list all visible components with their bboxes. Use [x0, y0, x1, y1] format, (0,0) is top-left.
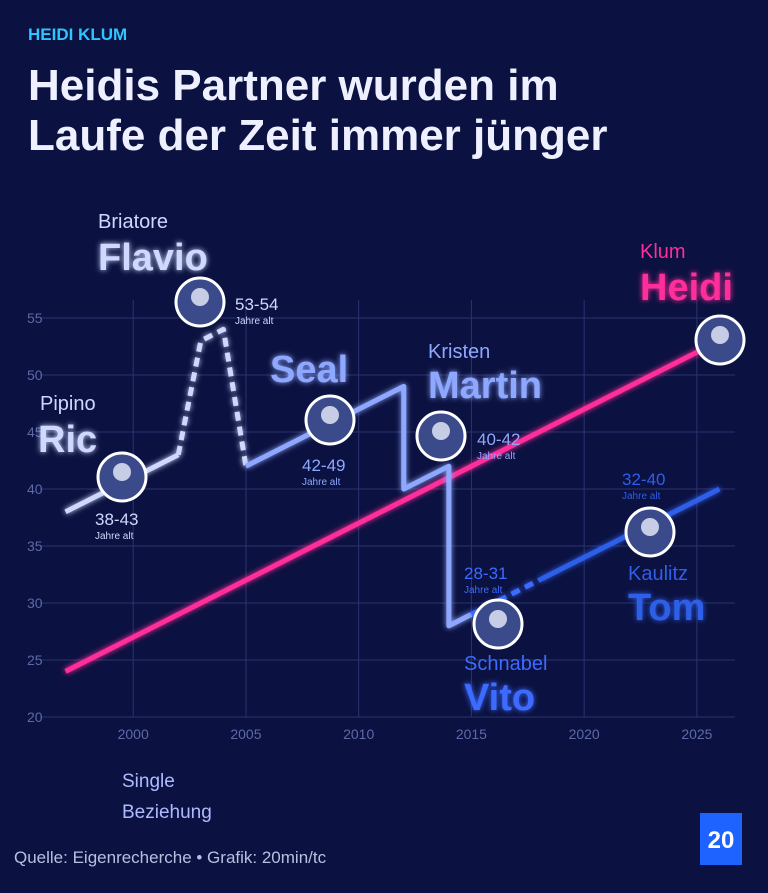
photo-head: [113, 463, 131, 481]
person-first: Kristen: [428, 341, 490, 363]
age-range: 40-42: [477, 430, 520, 449]
person-name: Seal: [270, 349, 348, 391]
age-unit: Jahre alt: [302, 477, 341, 488]
person-first: Briatore: [98, 211, 168, 233]
line: [64, 338, 721, 674]
x-tick-label: 2005: [230, 726, 261, 742]
person-name: Flavio: [98, 237, 208, 279]
age-unit: Jahre alt: [477, 451, 516, 462]
y-tick-label: 30: [27, 595, 43, 611]
photo-head: [432, 422, 450, 440]
person-first: Kaulitz: [628, 563, 688, 585]
age-range: 32-40: [622, 470, 665, 489]
x-tick-label: 2020: [569, 726, 600, 742]
y-tick-label: 35: [27, 538, 43, 554]
person-name: Martin: [428, 365, 542, 407]
person-name: Heidi: [640, 267, 733, 309]
photo-head: [191, 288, 209, 306]
logo-text: 20: [708, 827, 735, 854]
age-unit: Jahre alt: [95, 531, 134, 542]
age-range: 42-49: [302, 456, 345, 475]
person-first: Klum: [640, 241, 686, 263]
legend: Single Beziehung: [50, 771, 212, 823]
annotations: Pipino Ric 38-43 Jahre alt Briatore Flavio 53-…: [38, 211, 746, 719]
age-unit: Jahre alt: [464, 585, 503, 596]
y-tick-label: 50: [27, 367, 43, 383]
legend-label: Beziehung: [122, 802, 212, 823]
photo-head: [641, 518, 659, 536]
legend-label: Single: [122, 771, 175, 792]
age-unit: Jahre alt: [235, 316, 274, 327]
person-name: Tom: [628, 587, 705, 629]
x-tick-label: 2010: [343, 726, 374, 742]
photo-head: [321, 406, 339, 424]
y-tick-label: 40: [27, 481, 43, 497]
y-tick-label: 20: [27, 709, 43, 725]
age-range: 53-54: [235, 295, 278, 314]
chart-title: Heidis Partner wurden im: [28, 61, 559, 110]
person-name: Vito: [464, 677, 535, 719]
person-name: Ric: [38, 419, 97, 461]
age-range: 28-31: [464, 564, 507, 583]
chart-title: Laufe der Zeit immer jünger: [28, 111, 607, 160]
person-first: Schnabel: [464, 653, 547, 675]
person-first: Pipino: [40, 393, 96, 415]
source: Quelle: Eigenrecherche • Grafik: 20min/t…: [14, 848, 327, 867]
age-unit: Jahre alt: [622, 491, 661, 502]
kicker: HEIDI KLUM: [28, 25, 127, 44]
line: [175, 326, 249, 467]
age-range: 38-43: [95, 510, 138, 529]
line: [470, 577, 541, 617]
x-tick-label: 2000: [118, 726, 149, 742]
y-tick-label: 25: [27, 652, 43, 668]
logo: [700, 813, 742, 865]
photo-head: [711, 326, 729, 344]
x-tick-label: 2025: [681, 726, 712, 742]
line: [244, 383, 473, 629]
x-tick-label: 2015: [456, 726, 487, 742]
y-tick-label: 55: [27, 310, 43, 326]
y-tick-label: 45: [27, 424, 43, 440]
photo-head: [489, 610, 507, 628]
